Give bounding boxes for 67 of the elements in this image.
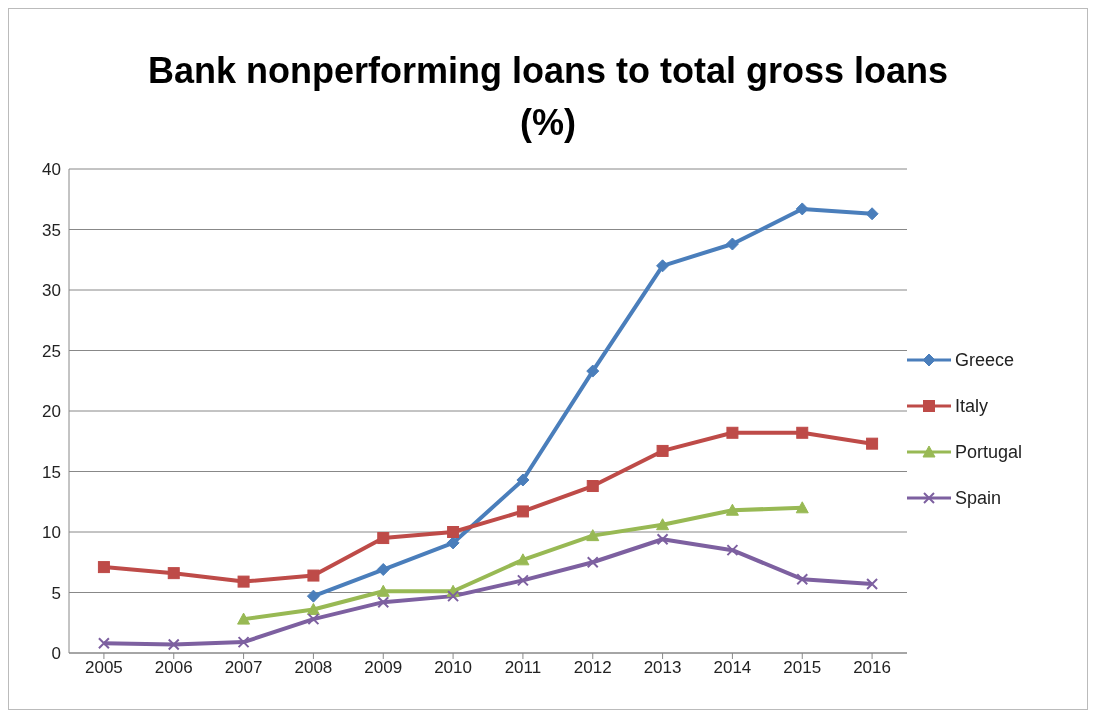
x-tick-label: 2007 xyxy=(224,658,263,678)
point xyxy=(446,536,460,550)
legend-label: Spain xyxy=(955,487,1002,509)
point xyxy=(376,563,390,577)
point xyxy=(167,567,180,580)
x-tick-label: 2013 xyxy=(643,658,682,678)
point xyxy=(865,207,879,221)
point xyxy=(725,503,739,516)
point xyxy=(586,556,599,569)
legend-label: Portugal xyxy=(955,441,1023,463)
point xyxy=(586,364,600,378)
point xyxy=(237,612,251,625)
point xyxy=(726,426,739,439)
point xyxy=(306,602,320,615)
point xyxy=(796,426,809,439)
point xyxy=(307,613,320,626)
point xyxy=(377,532,390,545)
x-tick-label: 2009 xyxy=(364,658,403,678)
point xyxy=(167,638,180,651)
point xyxy=(795,501,809,514)
x-tick-label: 2005 xyxy=(85,658,123,678)
y-tick-label: 15 xyxy=(42,462,61,482)
point xyxy=(516,553,530,566)
point xyxy=(656,533,669,546)
point xyxy=(307,569,320,582)
point xyxy=(866,437,879,450)
point xyxy=(237,575,250,588)
chart-title: Bank nonperforming loans to total gross loans (%) xyxy=(146,49,950,145)
x-tick-label: 2014 xyxy=(713,658,752,678)
y-tick-label: 20 xyxy=(42,402,61,422)
point xyxy=(306,589,320,603)
point xyxy=(586,480,599,493)
point xyxy=(447,526,460,538)
point xyxy=(586,529,600,542)
point xyxy=(866,578,879,591)
y-tick-label: 10 xyxy=(42,523,61,543)
y-tick-label: 25 xyxy=(42,341,61,361)
point xyxy=(516,473,530,487)
x-tick-label: 2012 xyxy=(573,658,612,678)
x-tick-label: 2008 xyxy=(294,658,333,678)
point xyxy=(796,573,809,586)
point xyxy=(516,505,529,518)
point xyxy=(237,636,250,649)
y-tick-label: 0 xyxy=(51,644,61,664)
x-tick-label: 2006 xyxy=(154,658,193,678)
point xyxy=(795,202,809,216)
point xyxy=(447,590,460,603)
x-tick-label: 2015 xyxy=(783,658,822,678)
x-tick-label: 2011 xyxy=(504,658,542,678)
y-tick-label: 5 xyxy=(51,583,61,603)
point xyxy=(97,561,110,574)
x-tick-label: 2016 xyxy=(853,658,891,678)
point xyxy=(656,518,670,531)
legend-label: Italy xyxy=(955,395,989,417)
point xyxy=(656,444,669,457)
point xyxy=(725,237,739,251)
y-tick-label: 40 xyxy=(42,160,61,180)
y-tick-label: 30 xyxy=(42,281,61,301)
legend-label: Greece xyxy=(955,349,1015,371)
point xyxy=(656,259,670,273)
point xyxy=(516,574,529,587)
point xyxy=(726,544,739,557)
y-tick-label: 35 xyxy=(42,220,61,240)
point xyxy=(377,596,390,609)
x-tick-label: 2010 xyxy=(434,658,472,678)
point xyxy=(376,584,390,597)
point xyxy=(97,637,110,650)
